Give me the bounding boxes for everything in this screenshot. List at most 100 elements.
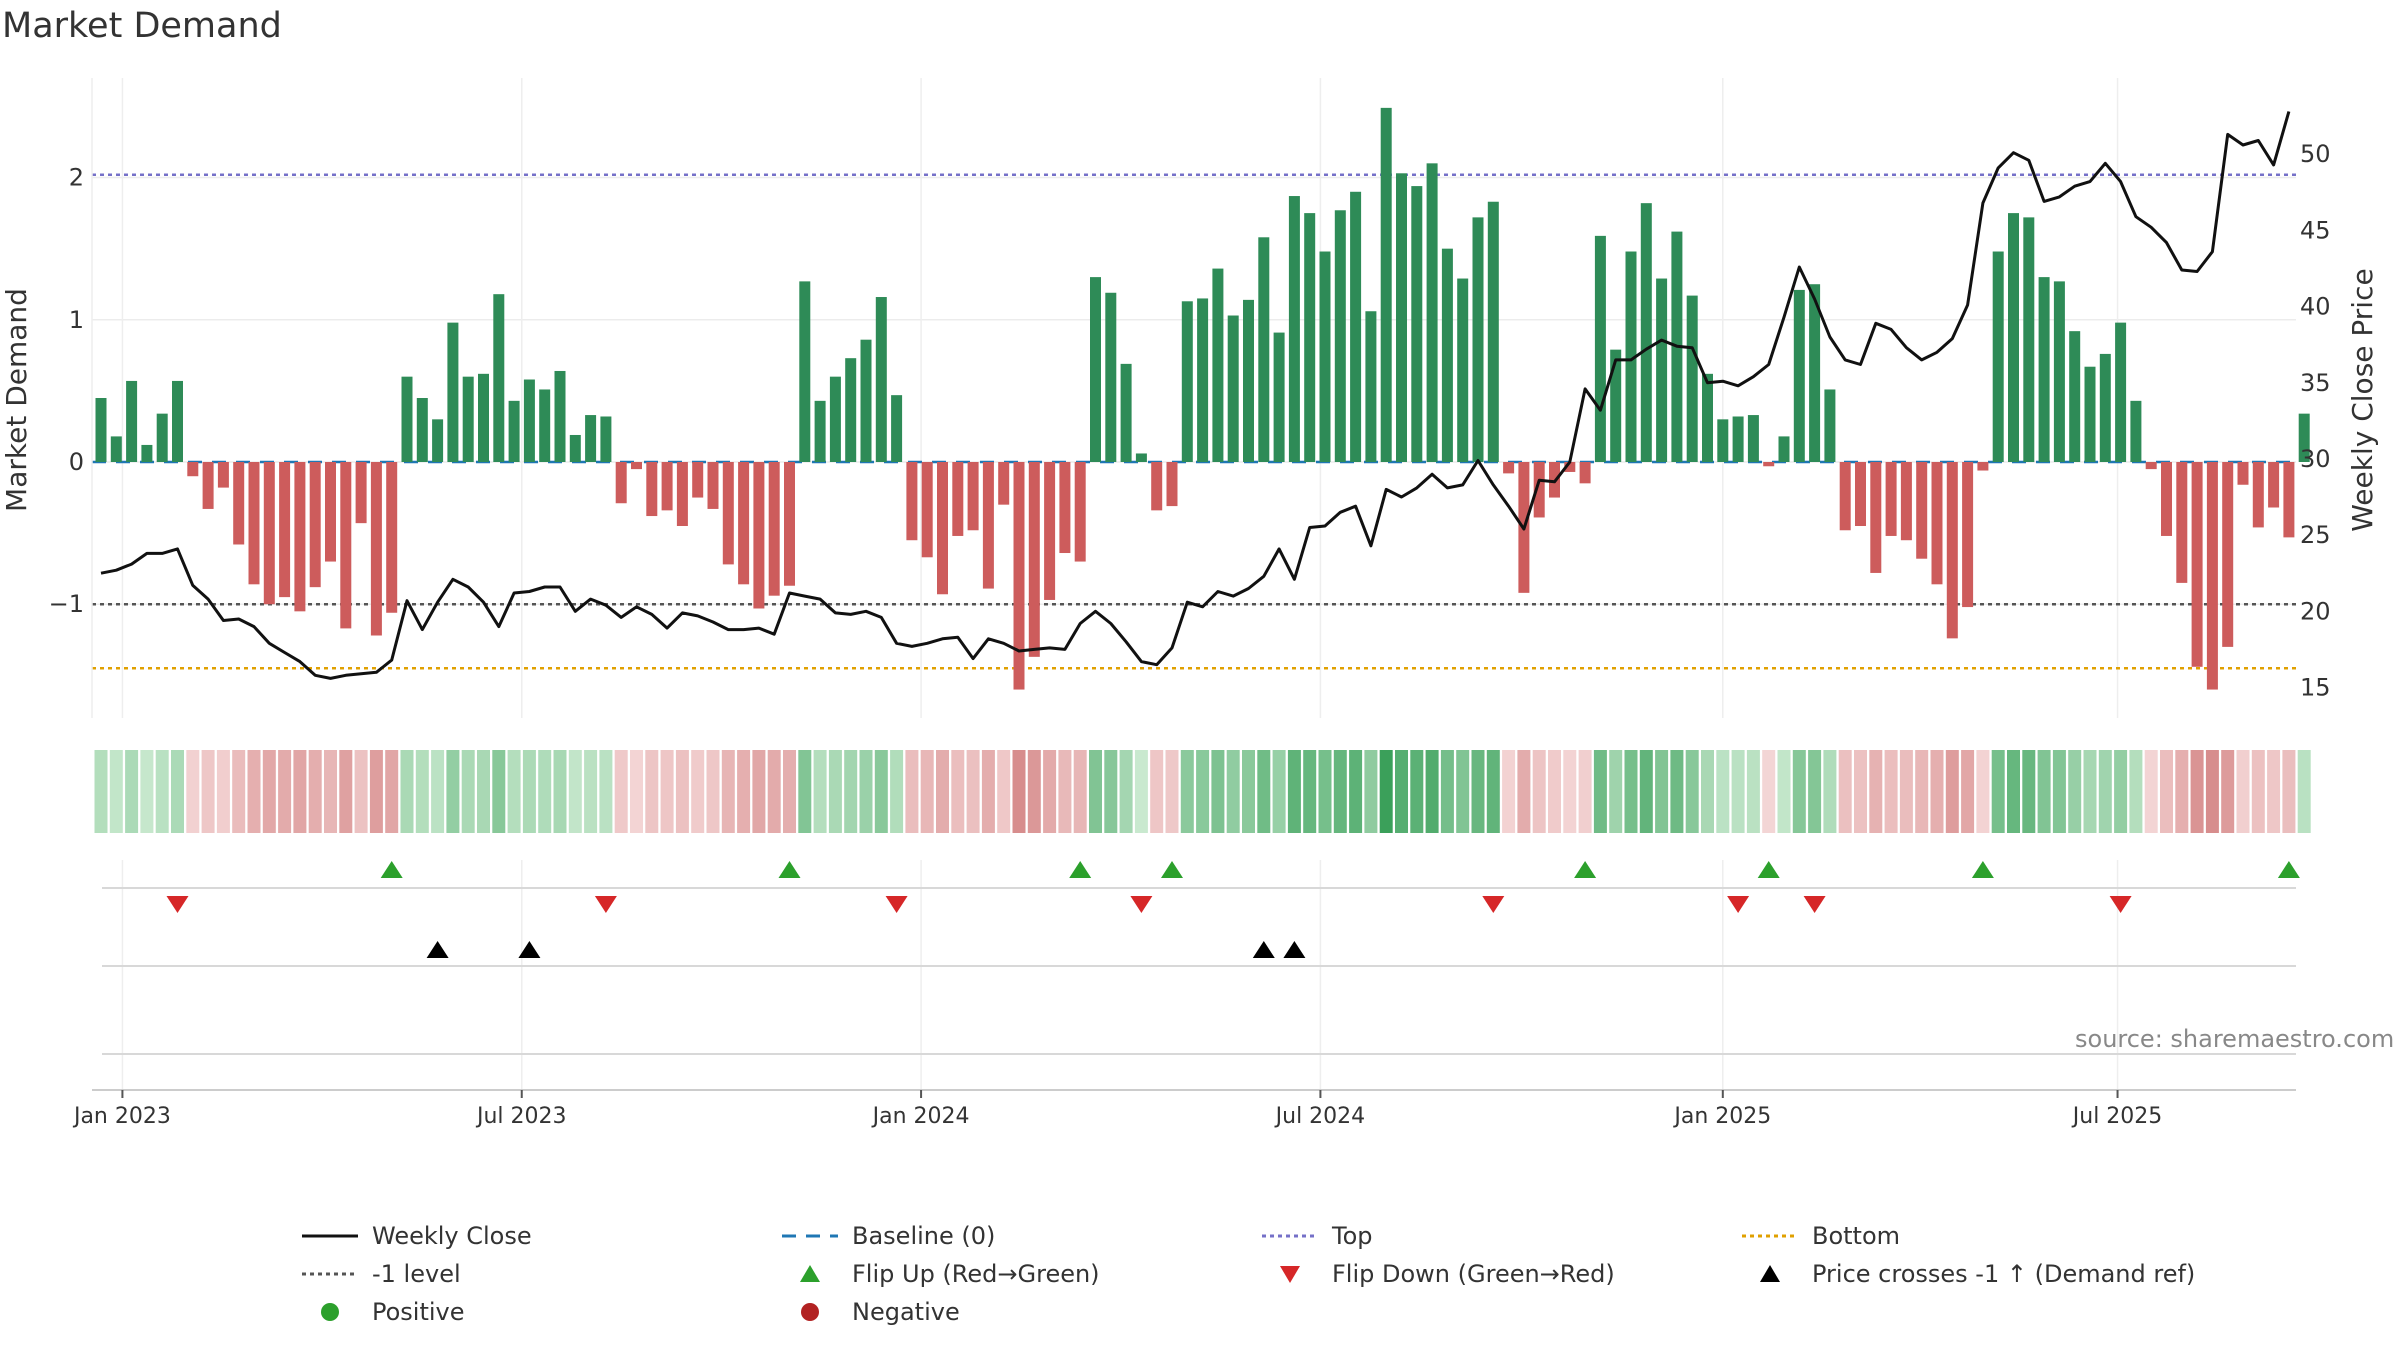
demand-bars	[95, 107, 2310, 690]
legend-label: Flip Down (Green→Red)	[1332, 1260, 1615, 1288]
demand-bar-positive	[156, 413, 168, 462]
flip-down-marker	[2109, 896, 2132, 913]
legend-label: -1 level	[372, 1260, 461, 1288]
demand-bar-negative	[921, 462, 933, 558]
strip-cell-positive	[538, 750, 552, 833]
triangle-up-icon	[800, 1265, 820, 1282]
price-cross-marker	[1252, 941, 1275, 958]
strip-cell-negative	[1548, 750, 1561, 833]
flip-down-marker	[885, 896, 908, 913]
triangle-down-icon	[1280, 1266, 1300, 1283]
right-tick-label: 50	[2300, 140, 2331, 168]
demand-bar-positive	[1396, 173, 1407, 463]
demand-bar-positive	[585, 415, 597, 462]
legend-label: Flip Up (Red→Green)	[852, 1260, 1100, 1288]
strip-cell-positive	[1119, 750, 1133, 833]
demand-heat-strip	[94, 750, 2311, 833]
strip-cell-positive	[2098, 750, 2112, 833]
strip-cell-negative	[369, 750, 383, 833]
demand-bar-positive	[1365, 311, 1377, 462]
demand-bar-negative	[707, 462, 719, 509]
demand-bar-positive	[1304, 213, 1316, 462]
legend-bottom: Bottom	[1740, 1218, 1900, 1254]
strip-cell-negative	[1563, 750, 1577, 833]
strip-cell-negative	[2205, 750, 2219, 833]
demand-bar-negative	[1059, 462, 1071, 554]
strip-cell-negative	[232, 750, 246, 833]
demand-bar-negative	[1533, 462, 1545, 518]
legend-label: Baseline (0)	[852, 1222, 996, 1250]
strip-cell-negative	[1058, 750, 1072, 833]
demand-bar-negative	[248, 462, 260, 585]
demand-bar-positive	[462, 376, 474, 462]
strip-cell-negative	[752, 750, 766, 833]
demand-bar-positive	[1640, 203, 1652, 462]
strip-cell-positive	[1808, 750, 1822, 833]
strip-cell-positive	[568, 750, 582, 833]
strip-cell-negative	[2267, 750, 2281, 833]
strip-cell-positive	[1196, 750, 1210, 833]
strip-cell-negative	[1945, 750, 1959, 833]
strip-cell-negative	[1762, 750, 1776, 833]
strip-cell-negative	[2144, 750, 2158, 833]
strip-cell-positive	[400, 750, 414, 833]
legend-label: Negative	[852, 1298, 960, 1326]
strip-cell-positive	[1395, 750, 1408, 833]
demand-bar-positive	[110, 436, 122, 462]
strip-cell-negative	[981, 750, 995, 833]
strip-cell-negative	[1884, 750, 1898, 833]
strip-cell-positive	[1318, 750, 1332, 833]
strip-cell-positive	[1456, 750, 1470, 833]
strip-cell-positive	[1242, 750, 1255, 833]
demand-bar-negative	[1564, 462, 1576, 472]
strip-cell-positive	[1089, 750, 1102, 833]
strip-cell-negative	[1073, 750, 1087, 833]
demand-bar-positive	[1197, 298, 1209, 462]
x-tick-label: Jul 2024	[1274, 1104, 1366, 1129]
dashed-line-icon	[782, 1234, 838, 1238]
strip-cell-negative	[1930, 750, 1944, 833]
strip-cell-negative	[354, 750, 368, 833]
strip-cell-positive	[1486, 750, 1500, 833]
strip-cell-negative	[1150, 750, 1164, 833]
strip-cell-negative	[186, 750, 200, 833]
demand-bar-positive	[1227, 315, 1239, 462]
strip-cell-positive	[446, 750, 460, 833]
strip-cell-negative	[721, 750, 735, 833]
demand-bar-positive	[1243, 299, 1254, 462]
solid-line-icon	[302, 1234, 358, 1238]
triangle-up-icon	[1760, 1265, 1780, 1282]
demand-bar-positive	[860, 339, 872, 462]
demand-bar-positive	[2053, 281, 2065, 462]
demand-bar-positive	[1380, 107, 1392, 462]
right-tick-label: 30	[2300, 445, 2331, 473]
strip-cell-positive	[94, 750, 108, 833]
demand-bar-positive	[891, 395, 903, 462]
demand-bar-positive	[1457, 278, 1469, 462]
demand-bar-negative	[2283, 462, 2295, 538]
strip-cell-negative	[385, 750, 399, 833]
legend-top: Top	[1260, 1218, 1373, 1254]
demand-bar-positive	[1090, 277, 1101, 462]
strip-cell-negative	[2221, 750, 2235, 833]
flip-down-marker	[1482, 896, 1505, 913]
demand-bar-negative	[1839, 462, 1851, 531]
strip-cell-negative	[951, 750, 965, 833]
strip-cell-positive	[1593, 750, 1607, 833]
demand-bar-negative	[2237, 462, 2249, 485]
strip-cell-negative	[675, 750, 689, 833]
dot-icon	[801, 1303, 819, 1321]
weekly-close-line	[100, 111, 2291, 680]
strip-cell-positive	[1685, 750, 1699, 833]
strip-cell-positive	[1670, 750, 1684, 833]
demand-bar-positive	[1809, 284, 1821, 462]
demand-bar-positive	[1793, 289, 1805, 462]
strip-cell-negative	[2282, 750, 2296, 833]
demand-bar-positive	[829, 376, 841, 462]
strip-cell-negative	[308, 750, 322, 833]
demand-bar-positive	[2298, 413, 2310, 462]
strip-cell-negative	[1165, 750, 1179, 833]
strip-cell-positive	[1731, 750, 1745, 833]
strip-cell-negative	[1838, 750, 1852, 833]
